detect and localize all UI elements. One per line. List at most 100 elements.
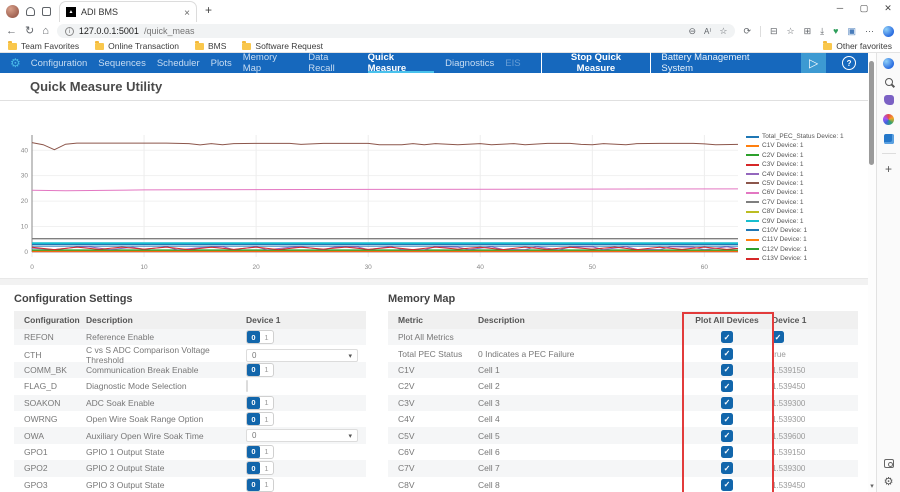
- tab-close-icon[interactable]: [184, 3, 190, 21]
- vertical-tabs-icon[interactable]: [42, 6, 51, 16]
- nav-item-plots[interactable]: Plots: [210, 57, 232, 69]
- dropdown-select[interactable]: 0: [246, 429, 358, 443]
- bookmark-software-request[interactable]: Software Request: [242, 41, 323, 51]
- favorites-icon[interactable]: [787, 27, 795, 36]
- toggle-option-1[interactable]: 1: [264, 414, 269, 424]
- workspaces-icon[interactable]: [26, 6, 35, 16]
- site-info-icon[interactable]: [64, 26, 74, 36]
- toggle-option-0[interactable]: 0: [247, 413, 260, 426]
- minimize-icon[interactable]: ─: [836, 3, 844, 13]
- screenshot-icon[interactable]: [883, 459, 894, 468]
- toggle-option-1[interactable]: 1: [264, 332, 269, 342]
- profile-avatar[interactable]: [6, 4, 19, 18]
- checkbox-checked[interactable]: [721, 396, 733, 409]
- sidebar-settings-icon[interactable]: [884, 477, 894, 488]
- legend-item-c5v-device-1[interactable]: C5V Device: 1: [746, 180, 864, 187]
- dropdown-select[interactable]: 0: [246, 348, 358, 362]
- nav-item-eis[interactable]: EIS: [505, 57, 521, 69]
- checkbox-checked[interactable]: [721, 429, 733, 442]
- maximize-icon[interactable]: ▢: [859, 2, 869, 13]
- toggle-option-0[interactable]: 0: [247, 363, 260, 376]
- legend-item-c9v-device-1[interactable]: C9V Device: 1: [746, 218, 864, 225]
- refresh-icon[interactable]: [25, 26, 34, 37]
- more-menu-icon[interactable]: [865, 27, 874, 36]
- legend-item-c3v-device-1[interactable]: C3V Device: 1: [746, 161, 864, 168]
- toggle-option-0[interactable]: 0: [247, 331, 260, 344]
- legend-item-c1v-device-1[interactable]: C1V Device: 1: [746, 142, 864, 149]
- web-capture-icon[interactable]: [847, 27, 856, 36]
- split-screen-icon[interactable]: [770, 27, 778, 36]
- toggle-option-0[interactable]: 0: [247, 478, 260, 491]
- nav-item-memory-map[interactable]: Memory Map: [242, 52, 278, 74]
- bookmark-other-favorites[interactable]: Other favorites: [823, 41, 892, 51]
- browser-essentials-icon[interactable]: [833, 27, 838, 36]
- toggle-option-1[interactable]: 1: [264, 463, 269, 473]
- new-tab-icon[interactable]: [205, 1, 212, 19]
- checkbox-checked[interactable]: [721, 363, 733, 376]
- toggle-option-1[interactable]: 1: [264, 398, 269, 408]
- copilot-sidebar-icon[interactable]: [883, 58, 894, 69]
- page-scrollbar[interactable]: [868, 53, 876, 492]
- legend-item-c12v-device-1[interactable]: C12V Device: 1: [746, 246, 864, 253]
- settings-gear-icon[interactable]: [10, 54, 21, 72]
- checkbox-checked[interactable]: [721, 478, 733, 491]
- favorite-star-icon[interactable]: [719, 27, 727, 36]
- shopping-icon[interactable]: [883, 95, 894, 105]
- nav-item-quick-measure[interactable]: Quick Measure: [368, 52, 435, 74]
- nav-item-sequences[interactable]: Sequences: [98, 57, 146, 69]
- history-icon[interactable]: [743, 27, 751, 36]
- add-sidebar-icon[interactable]: [885, 163, 892, 176]
- toggle-option-1[interactable]: 1: [264, 480, 269, 490]
- checkbox-checked[interactable]: [721, 445, 733, 458]
- legend-item-c8v-device-1[interactable]: C8V Device: 1: [746, 208, 864, 215]
- read-aloud-icon[interactable]: [704, 27, 711, 36]
- close-icon[interactable]: ✕: [884, 2, 892, 13]
- outlook-icon[interactable]: [883, 134, 894, 144]
- checkbox-checked[interactable]: [772, 331, 784, 344]
- zoom-icon[interactable]: [689, 27, 697, 36]
- toggle-option-0[interactable]: 0: [247, 462, 260, 475]
- play-button[interactable]: [801, 53, 827, 73]
- legend-item-total-pec-status-device-1[interactable]: Total_PEC_Status Device: 1: [746, 133, 864, 140]
- checkbox-checked[interactable]: [721, 462, 733, 475]
- nav-item-configuration[interactable]: Configuration: [30, 57, 88, 69]
- scrollbar-down-icon[interactable]: [868, 482, 876, 490]
- address-bar[interactable]: 127.0.0.1:5001 /quick_meas: [56, 24, 736, 38]
- toggle-option-1[interactable]: 1: [264, 365, 269, 375]
- nav-item-scheduler[interactable]: Scheduler: [156, 57, 200, 69]
- toggle-option-0[interactable]: 0: [247, 396, 260, 409]
- checkbox-checked[interactable]: [721, 380, 733, 393]
- nav-item-diagnostics[interactable]: Diagnostics: [445, 57, 495, 69]
- collections-icon[interactable]: [804, 27, 812, 36]
- help-icon[interactable]: [842, 56, 856, 70]
- toggle-option-1[interactable]: 1: [264, 447, 269, 457]
- text-input[interactable]: [246, 380, 248, 393]
- legend-item-c6v-device-1[interactable]: C6V Device: 1: [746, 189, 864, 196]
- legend-item-c11v-device-1[interactable]: C11V Device: 1: [746, 236, 864, 243]
- browser-tab[interactable]: ADI BMS: [59, 1, 197, 22]
- legend-item-c13v-device-1[interactable]: C13V Device: 1: [746, 255, 864, 262]
- legend-item-c7v-device-1[interactable]: C7V Device: 1: [746, 199, 864, 206]
- checkbox-checked[interactable]: [721, 347, 733, 360]
- search-icon[interactable]: [884, 78, 893, 86]
- downloads-icon[interactable]: [820, 27, 824, 36]
- legend-item-c2v-device-1[interactable]: C2V Device: 1: [746, 152, 864, 159]
- back-icon[interactable]: [6, 26, 17, 37]
- copilot-icon[interactable]: [883, 25, 894, 37]
- legend-item-c4v-device-1[interactable]: C4V Device: 1: [746, 171, 864, 178]
- toggle-option-0[interactable]: 0: [247, 445, 260, 458]
- checkbox-checked[interactable]: [721, 331, 733, 344]
- bookmark-bms[interactable]: BMS: [194, 41, 226, 51]
- checkbox-checked[interactable]: [721, 413, 733, 426]
- home-icon[interactable]: [42, 26, 49, 37]
- scrollbar-thumb[interactable]: [869, 61, 874, 165]
- bookmark-team-favorites[interactable]: Team Favorites: [8, 41, 79, 51]
- bookmark-online-transaction[interactable]: Online Transaction: [95, 41, 179, 51]
- nav-item-data-recall[interactable]: Data Recall: [308, 52, 335, 74]
